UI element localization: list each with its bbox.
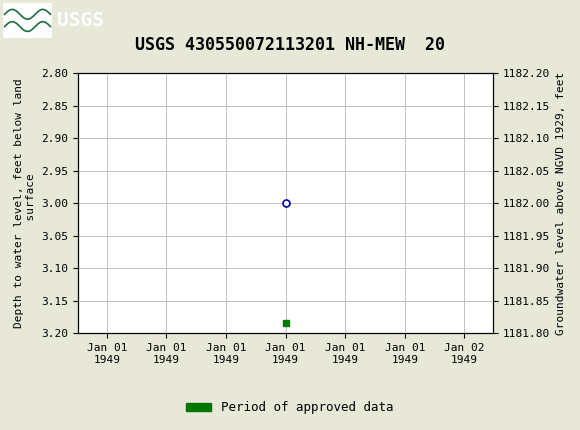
FancyBboxPatch shape [3, 3, 52, 37]
Y-axis label: Groundwater level above NGVD 1929, feet: Groundwater level above NGVD 1929, feet [556, 71, 566, 335]
Text: USGS 430550072113201 NH-MEW  20: USGS 430550072113201 NH-MEW 20 [135, 36, 445, 54]
Legend: Period of approved data: Period of approved data [181, 396, 399, 419]
Text: USGS: USGS [57, 11, 104, 30]
Y-axis label: Depth to water level, feet below land
  surface: Depth to water level, feet below land su… [14, 78, 36, 328]
